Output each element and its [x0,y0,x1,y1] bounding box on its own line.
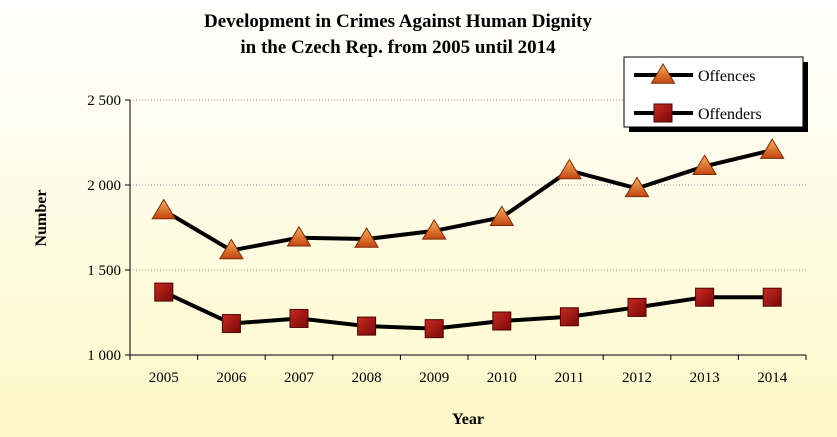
legend-label-offenders: Offenders [698,106,762,123]
data-point-offences [354,227,380,248]
data-point-offenders [357,316,377,336]
x-tick-label: 2007 [284,370,315,386]
data-point-offences [286,225,312,247]
data-point-offences [759,138,785,159]
data-point-offences [489,205,515,227]
series-offences [151,138,785,260]
x-tick-label: 2005 [149,370,179,386]
y-tick-labels: 1 000 1 500 2 000 2 500 [87,93,121,364]
x-tick-label: 2008 [352,370,382,386]
y-axis-title: Number [33,190,50,247]
chart-title-line1: Development in Crimes Against Human Dign… [204,11,592,32]
data-point-offences [556,158,582,180]
data-point-offenders [289,308,309,328]
legend-marker-offenders [653,103,673,123]
data-point-offences [692,154,718,176]
data-point-offenders [627,297,647,317]
data-point-offenders [695,287,715,307]
x-axis-title: Year [452,411,484,428]
x-tick-labels: 2005 2006 2007 2008 2009 2010 2011 2012 2013 2014 [149,370,788,386]
data-point-offenders [154,282,174,302]
legend-marker-offences [650,63,676,84]
x-tick-label: 2010 [487,370,517,386]
data-point-offenders [492,311,512,331]
axes [125,99,807,360]
legend-label-offences: Offences [698,68,755,85]
x-tick-label: 2013 [690,370,720,386]
y-tick-label: 1 500 [87,263,121,279]
data-point-offenders [424,319,444,339]
x-tick-label: 2006 [216,370,247,386]
data-point-offenders [762,287,782,307]
x-tick-label: 2012 [622,370,652,386]
x-tick-label: 2014 [757,370,788,386]
data-point-offenders [221,314,241,334]
data-point-offences [421,218,447,240]
data-point-offences [151,198,177,220]
series-layer [151,138,785,339]
series-line-offenders [162,290,773,331]
chart-title-line2: in the Czech Rep. from 2005 until 2014 [240,37,556,58]
y-tick-label: 2 000 [87,178,121,194]
data-point-offences [624,176,650,198]
legend-items: Offences Offenders [634,63,762,123]
y-tick-label: 2 500 [87,93,121,109]
x-tick-label: 2011 [555,370,584,386]
series-line-offences [162,148,773,253]
series-offenders [154,282,782,339]
legend: Offences Offenders [623,56,808,132]
x-tick-label: 2009 [419,370,449,386]
data-point-offenders [559,307,579,327]
y-tick-label: 1 000 [87,348,121,364]
data-point-offences [218,238,244,260]
